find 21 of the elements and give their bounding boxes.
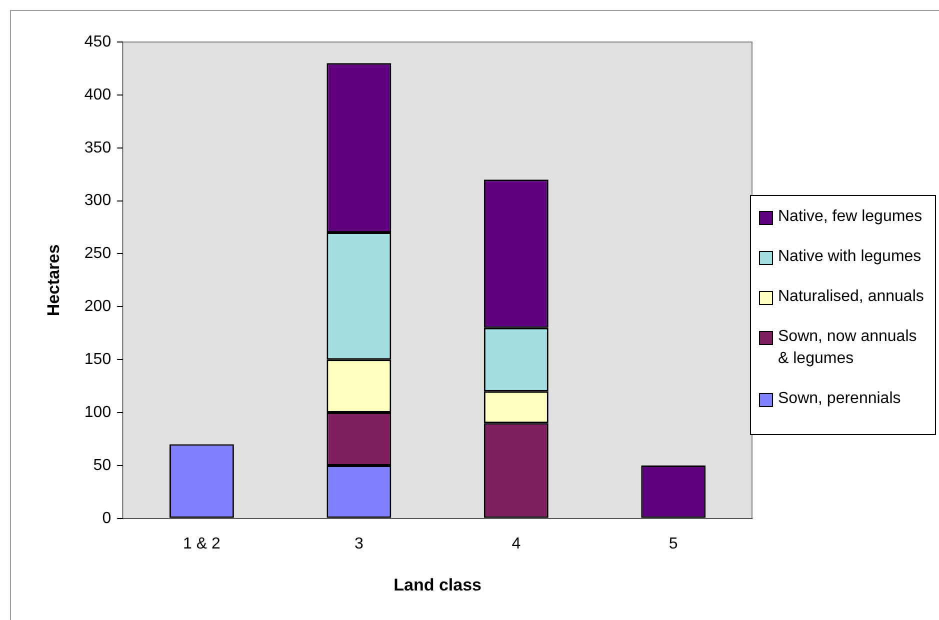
y-tick-label: 150 — [84, 351, 112, 368]
y-tick-label: 50 — [93, 456, 112, 474]
y-tick-label: 100 — [84, 404, 112, 421]
y-tick-label: 0 — [102, 510, 112, 527]
y-tick-label: 400 — [84, 86, 112, 104]
legend-label: Sown, perennials — [778, 389, 901, 409]
y-tick-label: 200 — [84, 298, 112, 316]
y-tick-label: 250 — [84, 245, 112, 262]
x-axis-title: Land class — [394, 575, 482, 594]
x-tick-label: 1 & 2 — [183, 535, 220, 552]
legend-label: Sown, now annuals & legumes — [778, 327, 918, 369]
legend-label: Naturalised, annuals — [778, 287, 924, 307]
x-tick-label: 5 — [668, 535, 678, 552]
y-tick-label: 350 — [84, 139, 112, 156]
y-axis-title: Hectares — [44, 244, 63, 316]
legend-label: Native, few legumes — [778, 207, 922, 227]
y-tick-label: 300 — [84, 192, 112, 210]
y-tick-label: 450 — [84, 33, 112, 50]
legend-label: Native with legumes — [778, 247, 922, 267]
x-tick-label: 4 — [512, 535, 521, 552]
x-tick-label: 3 — [354, 535, 364, 552]
